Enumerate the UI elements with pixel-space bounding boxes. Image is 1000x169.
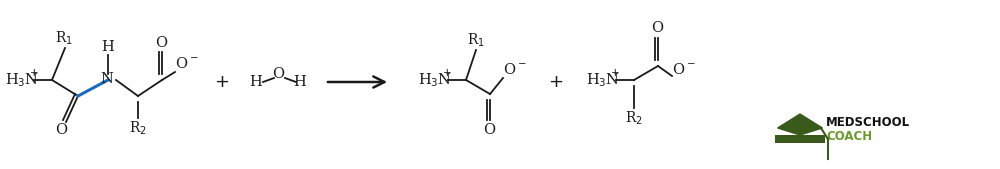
- Text: +: +: [443, 68, 452, 78]
- Text: O$^-$: O$^-$: [672, 63, 696, 78]
- Polygon shape: [778, 114, 822, 135]
- Text: R$_2$: R$_2$: [625, 109, 643, 127]
- Text: R$_1$: R$_1$: [55, 29, 73, 47]
- Text: R$_2$: R$_2$: [129, 119, 147, 137]
- Text: MEDSCHOOL: MEDSCHOOL: [826, 115, 910, 128]
- Text: O: O: [272, 67, 284, 81]
- Text: O: O: [55, 123, 67, 137]
- Text: N: N: [101, 72, 113, 86]
- Text: O: O: [155, 36, 167, 50]
- Text: +: +: [30, 68, 39, 78]
- Text: O: O: [483, 123, 495, 137]
- Text: H$_3$N: H$_3$N: [5, 71, 39, 89]
- Text: COACH: COACH: [826, 129, 872, 142]
- Text: O$^-$: O$^-$: [503, 63, 527, 78]
- Bar: [775, 135, 825, 143]
- Text: O: O: [651, 21, 663, 35]
- Text: +: +: [214, 73, 230, 91]
- Text: H$_3$N: H$_3$N: [418, 71, 452, 89]
- Text: R$_1$: R$_1$: [467, 31, 485, 49]
- Text: +: +: [548, 73, 564, 91]
- Text: H: H: [250, 75, 262, 89]
- Text: H$_3$N: H$_3$N: [586, 71, 620, 89]
- Text: H: H: [294, 75, 306, 89]
- Text: O$^-$: O$^-$: [175, 56, 199, 71]
- Text: H: H: [102, 40, 114, 54]
- Text: +: +: [611, 68, 620, 78]
